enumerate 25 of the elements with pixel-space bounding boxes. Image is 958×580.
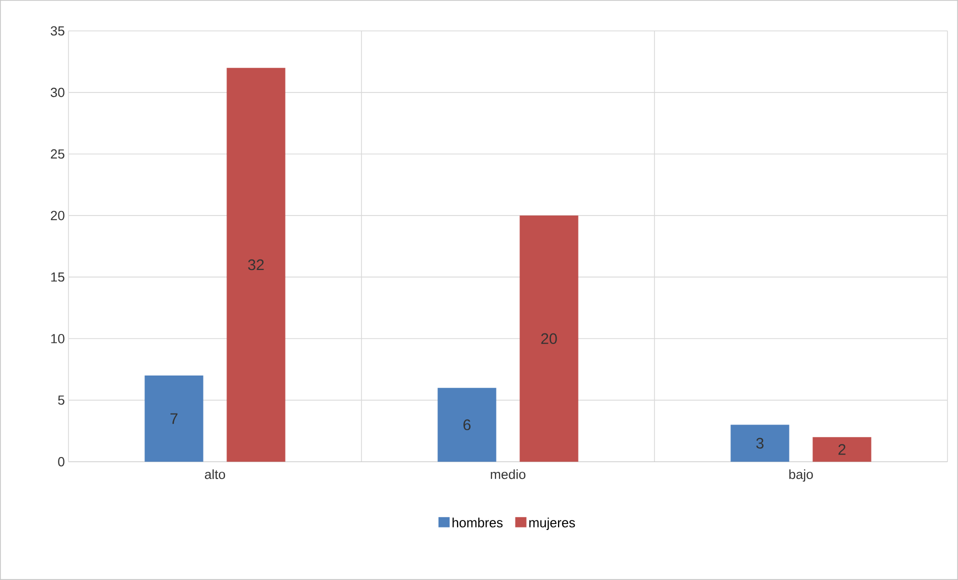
bar xyxy=(144,376,204,462)
data-label: 6 xyxy=(463,419,471,430)
y-tick-label: 30 xyxy=(50,88,64,98)
y-tick-label: 35 xyxy=(50,26,64,36)
bar xyxy=(730,424,790,462)
data-label: 20 xyxy=(541,333,557,344)
y-tick-label: 10 xyxy=(51,334,64,344)
x-tick-label: medio xyxy=(490,469,526,480)
bar xyxy=(812,437,872,462)
y-tick-label: 15 xyxy=(51,272,64,282)
bar xyxy=(520,216,578,462)
bar xyxy=(226,68,286,462)
y-tick-label: 25 xyxy=(50,149,64,159)
legend-label: mujeres xyxy=(529,518,575,530)
data-label: 3 xyxy=(756,438,764,449)
y-tick-label: 0 xyxy=(58,457,64,466)
y-tick-label: 20 xyxy=(50,210,64,220)
data-label: 32 xyxy=(248,259,264,270)
y-tick-label: 5 xyxy=(58,396,64,405)
legend-label: hombres xyxy=(452,518,503,528)
x-tick-label: alto xyxy=(204,469,226,480)
data-label: 7 xyxy=(170,413,178,424)
x-tick-label: bajo xyxy=(789,469,813,482)
data-label: 2 xyxy=(838,444,846,455)
bar xyxy=(438,388,496,462)
